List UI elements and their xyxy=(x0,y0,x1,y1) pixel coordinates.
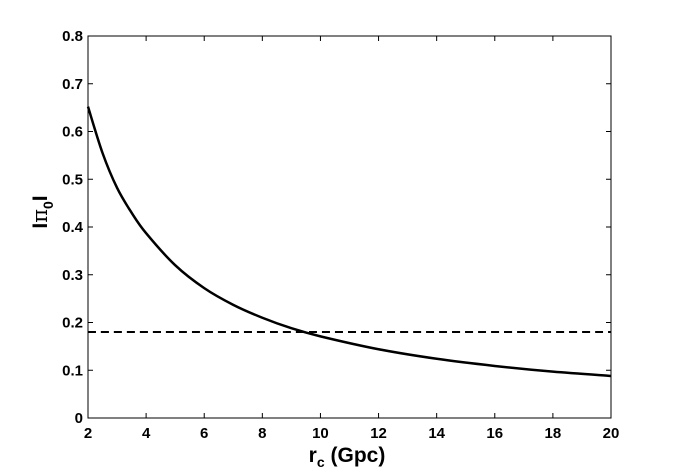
y-axis-label-sub: 0 xyxy=(40,201,56,209)
y-tick-label: 0 xyxy=(75,410,83,427)
y-tick-label: 0.6 xyxy=(62,124,83,141)
x-axis-label: rc (Gpc) xyxy=(309,444,386,470)
y-tick-label: 0.7 xyxy=(62,76,83,93)
y-tick-label: 0.8 xyxy=(62,28,83,45)
x-tick-label: 14 xyxy=(428,425,445,442)
labels-layer: 2 4 6 8 10 12 14 16 18 20 0 0.1 0.2 0.3 0.4 0.5 0.6 0.7 0.… xyxy=(62,28,619,442)
y-axis-label-pre: I xyxy=(29,223,52,229)
curve-solid-line xyxy=(86,106,612,378)
y-axis-label-post: I xyxy=(29,195,52,201)
x-tick-label: 10 xyxy=(312,425,329,442)
plot-frame xyxy=(87,35,612,419)
x-axis-label-sub: c xyxy=(317,454,325,470)
y-axis-label-main: π xyxy=(28,209,52,223)
y-tick-label: 0.1 xyxy=(62,362,83,379)
x-tick-label: 16 xyxy=(486,425,503,442)
y-axis-label: Iπ0I xyxy=(28,195,56,228)
x-tick-label: 12 xyxy=(370,425,387,442)
y-tick-label: 0.3 xyxy=(62,267,83,284)
ticks-layer xyxy=(87,35,612,419)
x-tick-label: 8 xyxy=(258,425,266,442)
x-tick-label: 4 xyxy=(142,425,151,442)
x-tick-label: 2 xyxy=(84,425,92,442)
x-tick-label: 18 xyxy=(545,425,562,442)
x-tick-label: 6 xyxy=(200,425,208,442)
x-axis-label-rest: (Gpc) xyxy=(325,444,386,467)
y-tick-label: 0.2 xyxy=(62,315,83,332)
y-tick-label: 0.4 xyxy=(62,219,84,236)
x-axis-label-main: r xyxy=(309,444,317,467)
x-tick-label: 20 xyxy=(603,425,620,442)
y-tick-label: 0.5 xyxy=(62,171,83,188)
series-layer xyxy=(86,106,612,378)
